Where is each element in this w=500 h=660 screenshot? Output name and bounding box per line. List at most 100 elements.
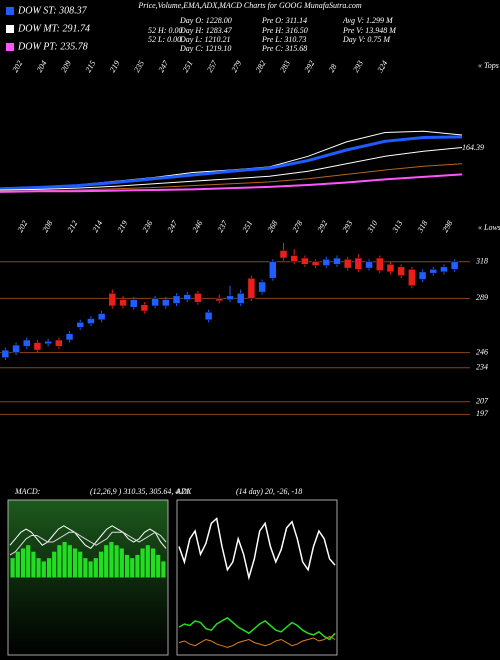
legend-swatch	[6, 43, 14, 51]
stat: Pre L: 310.73	[261, 35, 306, 44]
candle-body	[247, 277, 256, 299]
histogram-bar	[83, 558, 88, 578]
candle-body	[450, 261, 459, 270]
series-line	[178, 517, 336, 581]
histogram-bar	[31, 551, 36, 578]
panel-title: ADX	[175, 487, 193, 496]
histogram-bar	[98, 551, 104, 578]
series-line	[9, 525, 167, 550]
y-tick-label: 289	[476, 293, 488, 302]
stat: Day V: 0.75 M	[342, 35, 391, 44]
candle-body	[365, 261, 373, 269]
candle-body	[354, 257, 363, 270]
candle-body	[1, 349, 10, 358]
histogram-bar	[46, 558, 52, 578]
candle-body	[440, 266, 448, 273]
legend-label: DOW PT: 235.78	[17, 41, 88, 52]
candle-body	[429, 269, 438, 274]
panel-subtitle: (14 day) 20, -26, -18	[236, 487, 302, 496]
histogram-bar	[145, 545, 150, 578]
histogram-bar	[26, 545, 31, 578]
histogram-bar	[161, 561, 166, 578]
histogram-bar	[135, 554, 140, 578]
histogram-bar	[15, 551, 20, 578]
stat: Day L: 1210.21	[179, 35, 230, 44]
legend-label: DOW ST: 308.37	[17, 5, 88, 16]
stat: Day O: 1228.00	[179, 16, 232, 25]
candle-body	[333, 257, 341, 265]
rotated-label: 28	[327, 62, 339, 73]
candle-body	[343, 259, 352, 269]
candle-body	[129, 299, 138, 308]
y-tick-label: 207	[476, 397, 489, 406]
candle-body	[55, 339, 63, 347]
stat: 52 H: 0.00	[148, 26, 182, 35]
histogram-bar	[156, 554, 161, 578]
y-tick-label: 318	[475, 257, 488, 266]
series-line	[9, 531, 167, 556]
label-note: « Lows	[478, 223, 500, 232]
candle-body	[97, 313, 106, 321]
series-line	[0, 147, 463, 191]
candle-body	[418, 271, 427, 280]
histogram-bar	[67, 545, 72, 578]
candle-body	[22, 339, 31, 347]
candle-body	[204, 312, 213, 321]
histogram-bar	[20, 548, 26, 578]
panel-title: MACD:	[14, 487, 41, 496]
histogram-bar	[36, 558, 41, 578]
candle-body	[183, 294, 191, 300]
histogram-bar	[109, 541, 114, 578]
stat: 52 L: 0.00	[148, 35, 181, 44]
y-tick-label: 234	[476, 363, 488, 372]
candle-body	[119, 299, 127, 307]
candle-body	[322, 259, 331, 266]
histogram-bar	[114, 545, 119, 578]
y-tick-label: 246	[476, 347, 488, 356]
candle-body	[172, 295, 181, 304]
histogram-bar	[78, 551, 83, 578]
histogram-bar	[88, 561, 93, 578]
candle-body	[376, 257, 384, 271]
histogram-bar	[119, 548, 124, 578]
adx-panel	[176, 499, 338, 656]
candle-body	[215, 298, 224, 302]
candle-body	[194, 293, 202, 303]
histogram-bar	[130, 558, 135, 578]
candle-body	[290, 255, 298, 263]
label-note: « Tops	[478, 61, 499, 70]
histogram-bar	[104, 545, 109, 578]
stat: Day H: 1283.47	[179, 26, 233, 35]
candle-body	[162, 299, 170, 307]
candle-body	[108, 293, 117, 307]
candle-body	[386, 264, 395, 273]
annotation: 164.39	[462, 143, 484, 152]
legend-swatch	[6, 7, 14, 15]
candle-body	[397, 266, 405, 276]
candle-body	[151, 298, 159, 307]
histogram-bar	[52, 551, 57, 578]
candle-body	[236, 293, 245, 304]
histogram-bar	[72, 548, 78, 578]
stat: Avg V: 1.299 M	[342, 16, 394, 25]
stat: Pre H: 316.50	[261, 26, 308, 35]
series-line	[0, 135, 463, 191]
candle-body	[311, 261, 320, 266]
candle-body	[301, 257, 309, 265]
series-line	[178, 635, 336, 648]
histogram-bar	[124, 554, 130, 578]
candle-body	[44, 341, 52, 345]
candle-body	[65, 333, 74, 341]
candle-body	[12, 344, 20, 353]
candle-body	[226, 295, 234, 300]
candle-body	[269, 261, 277, 279]
histogram-bar	[41, 561, 46, 578]
series-line	[178, 616, 336, 641]
candle-body	[258, 281, 266, 293]
stat: Pre C: 315.68	[261, 44, 307, 53]
histogram-bar	[57, 545, 62, 578]
legend-swatch	[6, 25, 14, 33]
y-tick-label: 197	[476, 409, 489, 418]
candle-body	[408, 269, 416, 287]
